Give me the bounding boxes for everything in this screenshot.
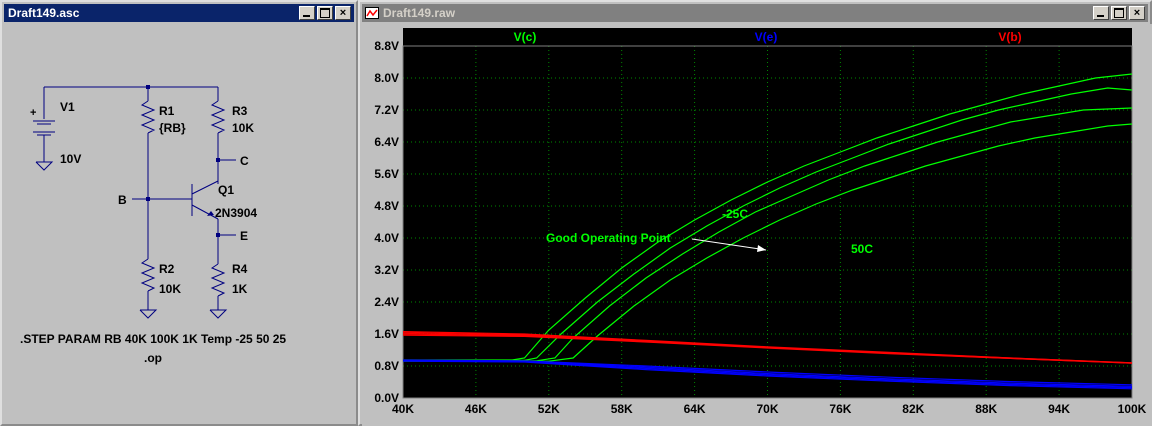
annotation-note: Good Operating Point	[546, 231, 671, 245]
x-tick-label: 100K	[1118, 402, 1147, 416]
y-tick-label: 8.8V	[374, 39, 399, 53]
x-tick-label: 58K	[611, 402, 633, 416]
x-tick-label: 76K	[829, 402, 851, 416]
waveform-titlebar[interactable]: Draft149.raw ×	[362, 4, 1148, 22]
minimize-icon	[303, 15, 310, 17]
emitter-arrow	[207, 211, 214, 216]
x-tick-label: 40K	[392, 402, 414, 416]
net-label-b: B	[118, 193, 127, 207]
y-tick-label: 4.8V	[374, 199, 399, 213]
series-line	[403, 87, 1133, 361]
maximize-button[interactable]	[317, 6, 333, 20]
y-tick-label: 0.0V	[374, 391, 399, 405]
r3-value: 10K	[232, 121, 254, 135]
y-tick-label: 0.8V	[374, 359, 399, 373]
schematic-title: Draft149.asc	[8, 6, 80, 20]
x-tick-label: 70K	[756, 402, 778, 416]
x-tick-label: 82K	[902, 402, 924, 416]
waveform-client: 0.0V 0.8V 1.6V 2.4V 3.2V 4.0V 4.8V 5.6V 6.4V 7.2V…	[362, 24, 1152, 426]
schematic-drawing: + V1 10V R1 {RB} R3 10K C B Q1 2N3904 E …	[20, 85, 286, 365]
maximize-icon	[320, 8, 330, 18]
x-tick-label: 88K	[975, 402, 997, 416]
waveform-title: Draft149.raw	[383, 6, 456, 20]
legend-entry: V(c)	[514, 30, 537, 44]
schematic-canvas[interactable]: + V1 10V R1 {RB} R3 10K C B Q1 2N3904 E …	[4, 24, 354, 422]
y-tick-label: 8.0V	[374, 71, 399, 85]
schematic-titlebar[interactable]: Draft149.asc ×	[4, 4, 354, 22]
y-tick-label: 5.6V	[374, 167, 399, 181]
v1-value: 10V	[60, 152, 81, 166]
r4-label: R4	[232, 262, 248, 276]
series-line	[403, 73, 1133, 361]
q1-value: 2N3904	[215, 206, 257, 220]
x-tick-label: 64K	[684, 402, 706, 416]
step-directive[interactable]: .STEP PARAM RB 40K 100K 1K Temp -25 50 2…	[20, 332, 286, 346]
waveform-window: Draft149.raw × 0.0V 0.8V 1.6V 2.4V 3.2V 4.0V 4…	[358, 0, 1152, 426]
minimize-button[interactable]	[299, 6, 315, 20]
maximize-icon	[1114, 8, 1124, 18]
y-tick-label: 4.0V	[374, 231, 399, 245]
r2-value: 10K	[159, 282, 181, 296]
annotation-hot: 50C	[851, 242, 873, 256]
series-line	[403, 123, 1133, 362]
r1-value: {RB}	[159, 121, 186, 135]
waveform-app-icon	[365, 7, 379, 19]
waveform-plot[interactable]: 0.0V 0.8V 1.6V 2.4V 3.2V 4.0V 4.8V 5.6V 6.4V 7.2V…	[362, 24, 1152, 426]
x-tick-label: 94K	[1048, 402, 1070, 416]
close-button[interactable]: ×	[1129, 6, 1145, 20]
series-line	[402, 360, 1133, 390]
close-icon: ×	[1133, 7, 1141, 19]
y-tick-label: 3.2V	[374, 263, 399, 277]
series-line	[402, 334, 1133, 364]
close-button[interactable]: ×	[335, 6, 351, 20]
net-label-c: C	[240, 154, 249, 168]
maximize-button[interactable]	[1111, 6, 1127, 20]
y-tick-label: 2.4V	[374, 295, 399, 309]
q1-label: Q1	[218, 183, 234, 197]
close-icon: ×	[339, 7, 347, 19]
minimize-button[interactable]	[1093, 6, 1109, 20]
v1-label: V1	[60, 100, 75, 114]
minimize-icon	[1097, 15, 1104, 17]
plot-axes-frame	[402, 45, 1133, 399]
series-line	[403, 107, 1133, 362]
x-tick-label: 46K	[465, 402, 487, 416]
annotation-arrowhead	[757, 245, 766, 252]
annotation-cold: -25C	[722, 207, 748, 221]
r2-label: R2	[159, 262, 175, 276]
r1-label: R1	[159, 104, 175, 118]
x-tick-label: 52K	[538, 402, 560, 416]
polarity-plus: +	[30, 107, 36, 119]
schematic-window: Draft149.asc ×	[0, 0, 358, 426]
annotation-arrow	[691, 238, 767, 251]
legend-entry: V(b)	[998, 30, 1021, 44]
y-tick-label: 1.6V	[374, 327, 399, 341]
r4-value: 1K	[232, 282, 248, 296]
legend-entry: V(e)	[755, 30, 778, 44]
op-directive[interactable]: .op	[144, 351, 162, 365]
r3-label: R3	[232, 104, 248, 118]
y-tick-label: 7.2V	[374, 103, 399, 117]
net-label-e: E	[240, 229, 248, 243]
y-tick-label: 6.4V	[374, 135, 399, 149]
